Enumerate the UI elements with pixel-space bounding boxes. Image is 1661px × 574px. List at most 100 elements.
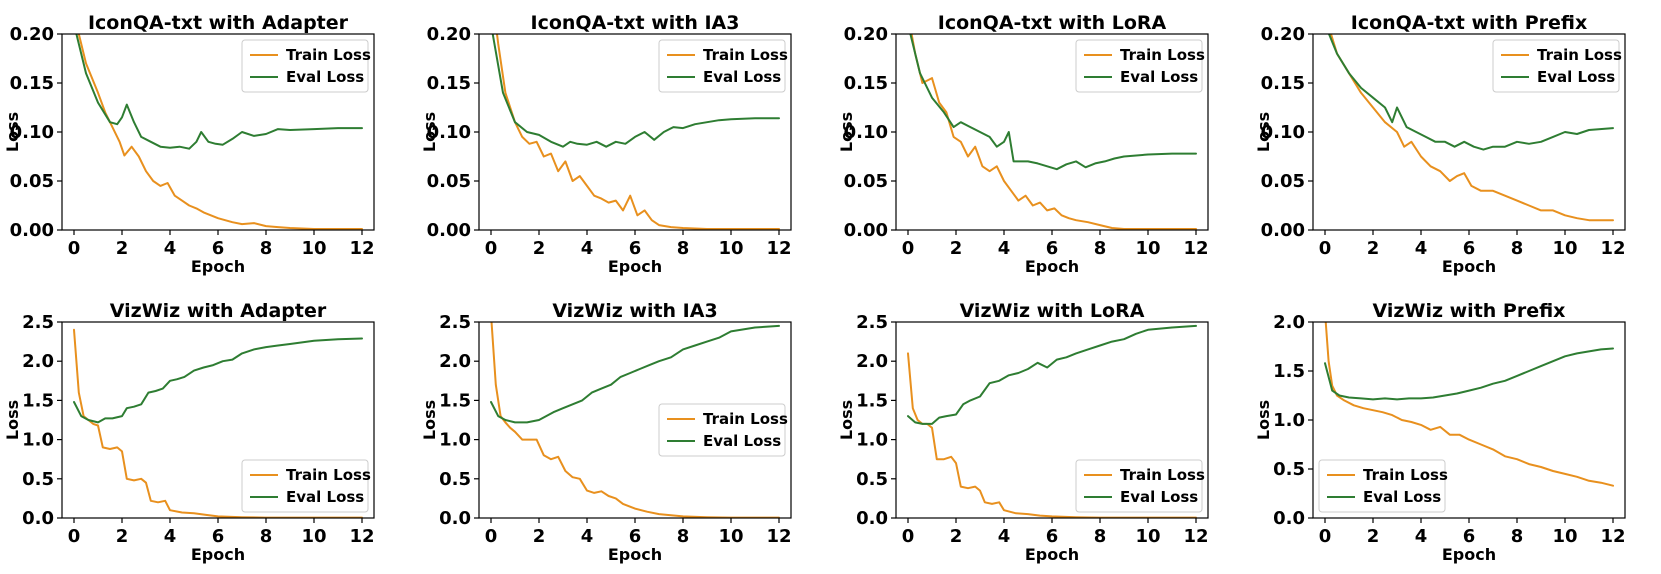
y-tick-label: 0.00 <box>427 220 471 241</box>
x-tick-label: 8 <box>260 238 273 259</box>
y-tick-label: 0.0 <box>22 508 54 529</box>
y-axis-label: Loss <box>1254 400 1273 440</box>
x-tick-label: 12 <box>1183 526 1208 547</box>
legend: Train Loss Eval Loss <box>241 39 371 93</box>
x-tick-label: 0 <box>902 526 915 547</box>
legend-label-train-loss: Train Loss <box>286 466 371 484</box>
chart-panel-7: 0 2 4 6 8 10 12 0.0 0.5 1.0 1.5 2.0 2.5 VizWiz with L… <box>837 300 1209 564</box>
x-tick-label: 10 <box>718 238 743 259</box>
y-tick-label: 0.20 <box>1261 24 1305 45</box>
y-tick-label: 0.0 <box>856 508 888 529</box>
y-tick-label: 0.05 <box>427 171 471 192</box>
chart-title: VizWiz with IA3 <box>552 300 717 322</box>
legend-label-eval-loss: Eval Loss <box>1120 68 1198 86</box>
y-tick-label: 2.5 <box>439 312 471 333</box>
x-tick-label: 10 <box>1552 526 1577 547</box>
x-tick-label: 0 <box>1319 526 1332 547</box>
x-tick-label: 4 <box>1415 526 1428 547</box>
legend-label-train-loss: Train Loss <box>286 46 371 64</box>
chart-panel-2: 0 2 4 6 8 10 12 0.00 0.05 0.10 0.15 0.20 IconQA-txt … <box>420 12 792 276</box>
y-tick-label: 0.05 <box>10 171 54 192</box>
y-axis-label: Loss <box>837 112 856 152</box>
legend-label-eval-loss: Eval Loss <box>703 68 781 86</box>
legend-label-train-loss: Train Loss <box>1120 46 1205 64</box>
legend-box <box>658 403 786 457</box>
x-tick-label: 10 <box>718 526 743 547</box>
chart-panel-4: 0 2 4 6 8 10 12 0.00 0.05 0.10 0.15 0.20 IconQA-txt … <box>1254 12 1626 276</box>
series-line-eval-loss <box>490 324 780 424</box>
series-line-train-loss <box>1329 34 1614 222</box>
y-tick-label: 0.0 <box>439 508 471 529</box>
x-tick-label: 6 <box>1463 238 1476 259</box>
y-tick-label: 0.15 <box>427 73 471 94</box>
x-tick-label: 0 <box>902 238 915 259</box>
y-tick-label: 1.5 <box>439 390 471 411</box>
y-tick-label: 0.5 <box>856 469 888 490</box>
x-tick-label: 10 <box>1135 238 1160 259</box>
y-tick-label: 1.0 <box>439 430 471 451</box>
y-tick-label: 1.0 <box>22 430 54 451</box>
x-tick-label: 8 <box>1094 526 1107 547</box>
legend: Train Loss Eval Loss <box>1075 459 1205 513</box>
y-tick-label: 0.00 <box>10 220 54 241</box>
x-tick-label: 4 <box>581 238 594 259</box>
x-tick-label: 10 <box>1135 526 1160 547</box>
series-line-eval-loss <box>1324 347 1614 401</box>
y-tick-label: 1.5 <box>1273 361 1305 382</box>
x-tick-label: 0 <box>68 238 81 259</box>
x-tick-label: 12 <box>1183 238 1208 259</box>
x-tick-label: 12 <box>1600 526 1625 547</box>
series-line-train-loss <box>495 34 780 230</box>
x-axis-label: Epoch <box>191 257 245 276</box>
x-tick-label: 6 <box>629 526 642 547</box>
y-tick-label: 1.5 <box>856 390 888 411</box>
legend-box <box>241 39 369 93</box>
series-line-eval-loss <box>73 337 363 424</box>
x-tick-label: 6 <box>1046 526 1059 547</box>
x-tick-label: 6 <box>212 526 225 547</box>
legend-box <box>1318 459 1446 513</box>
y-tick-label: 0.5 <box>439 469 471 490</box>
chart-title: IconQA-txt with LoRA <box>938 12 1167 34</box>
x-tick-label: 6 <box>1463 526 1476 547</box>
chart-title: IconQA-txt with IA3 <box>531 12 740 34</box>
x-tick-label: 10 <box>301 238 326 259</box>
x-tick-label: 8 <box>677 526 690 547</box>
legend: Train Loss Eval Loss <box>1492 39 1622 93</box>
chart-panel-6: 0 2 4 6 8 10 12 0.0 0.5 1.0 1.5 2.0 2.5 VizWiz with I… <box>420 300 792 564</box>
x-tick-label: 4 <box>998 526 1011 547</box>
x-tick-label: 12 <box>349 238 374 259</box>
x-tick-label: 2 <box>950 526 963 547</box>
x-axis-label: Epoch <box>1442 545 1496 564</box>
legend: Train Loss Eval Loss <box>658 403 788 457</box>
y-tick-label: 1.0 <box>856 430 888 451</box>
y-axis-label: Loss <box>837 400 856 440</box>
x-tick-label: 10 <box>1552 238 1577 259</box>
x-tick-label: 0 <box>485 238 498 259</box>
legend-label-eval-loss: Eval Loss <box>286 488 364 506</box>
y-tick-label: 0.20 <box>427 24 471 45</box>
x-axis-label: Epoch <box>191 545 245 564</box>
x-tick-label: 2 <box>533 526 546 547</box>
y-tick-label: 0.5 <box>1273 459 1305 480</box>
legend-label-train-loss: Train Loss <box>1363 466 1448 484</box>
series-line-eval-loss <box>1327 34 1614 151</box>
series-line-train-loss <box>490 322 780 518</box>
x-tick-label: 8 <box>677 238 690 259</box>
legend-label-eval-loss: Eval Loss <box>1363 488 1441 506</box>
series-line-train-loss <box>910 34 1197 230</box>
y-tick-label: 0.15 <box>844 73 888 94</box>
chart-panel-5: 0 2 4 6 8 10 12 0.0 0.5 1.0 1.5 2.0 2.5 VizWiz with A… <box>3 300 375 564</box>
x-tick-label: 0 <box>68 526 81 547</box>
y-tick-label: 1.5 <box>22 390 54 411</box>
series-line-eval-loss <box>909 34 1197 171</box>
legend: Train Loss Eval Loss <box>1075 39 1205 93</box>
x-tick-label: 10 <box>301 526 326 547</box>
y-tick-label: 2.0 <box>856 351 888 372</box>
y-tick-label: 0.10 <box>1261 122 1305 143</box>
y-tick-label: 0.10 <box>10 122 54 143</box>
y-tick-label: 2.0 <box>439 351 471 372</box>
legend-label-train-loss: Train Loss <box>1537 46 1622 64</box>
series-line-eval-loss <box>75 34 363 150</box>
